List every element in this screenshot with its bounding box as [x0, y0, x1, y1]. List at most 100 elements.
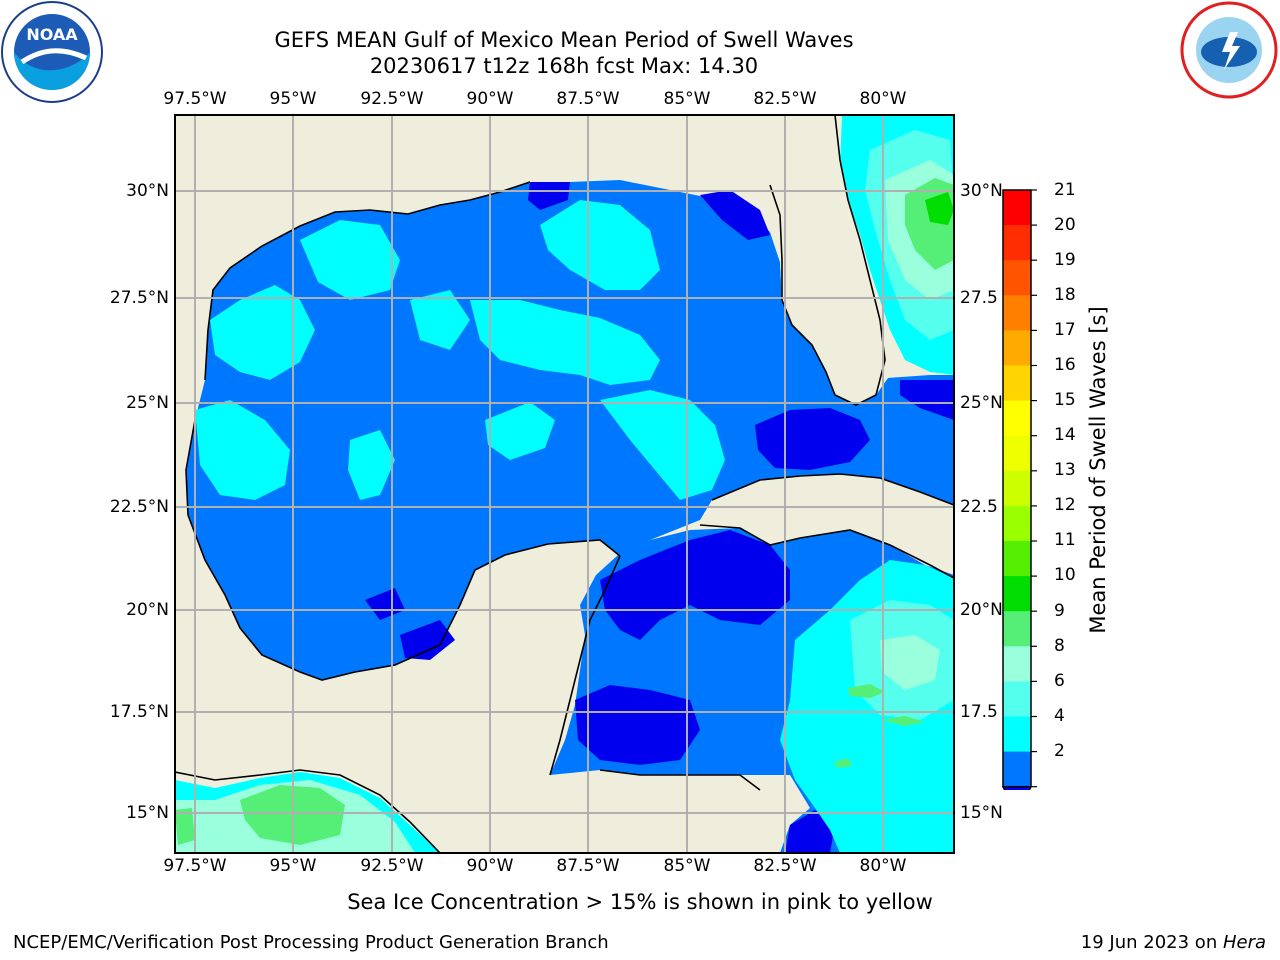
lon-label-top: 82.5°W	[753, 89, 817, 109]
colorbar-tick-label: 15	[1054, 390, 1076, 410]
lat-label-left: 30°N	[126, 181, 169, 201]
colorbar-tick-label: 19	[1054, 250, 1076, 270]
lon-label-top: 87.5°W	[556, 89, 620, 109]
national-weather-service-logo	[1180, 1, 1278, 99]
lon-label-top: 95°W	[269, 89, 317, 109]
noaa-logo: NOAA	[1, 1, 103, 103]
graticule	[175, 115, 954, 853]
colorbar-segment	[1003, 295, 1031, 331]
chart-subtitle: 20230617 t12z 168h fcst Max: 14.30	[369, 54, 759, 78]
colorbar-segment	[1003, 260, 1031, 296]
gulf-swell-below2-patch	[700, 190, 770, 240]
gulf-swell-4to6-patch	[210, 285, 315, 380]
lat-label-right: 17.5	[960, 702, 998, 722]
lat-label-right: 20°N	[960, 600, 1003, 620]
map-fields	[175, 115, 954, 853]
land-cuba	[700, 474, 954, 575]
colorbar-segment	[1003, 330, 1031, 366]
lat-label-left: 27.5°N	[109, 288, 169, 308]
lon-label-bottom: 85°W	[663, 856, 711, 876]
colorbar-tick-label: 4	[1054, 706, 1065, 726]
colorbar	[1001, 189, 1037, 790]
colorbar-segment	[1003, 365, 1031, 402]
colorbar-tick-label: 17	[1054, 320, 1076, 340]
colorbar-segment	[1003, 225, 1031, 261]
lat-label-left: 20°N	[126, 600, 169, 620]
colorbar-segment	[1003, 611, 1031, 647]
gulf-swell-4to6-patch	[195, 400, 290, 500]
credit-line: NCEP/EMC/Verification Post Processing Pr…	[13, 932, 609, 953]
gulf-swell-field	[186, 180, 954, 680]
colorbar-segment	[1003, 751, 1031, 788]
lon-label-top: 92.5°W	[360, 89, 424, 109]
atlantic-swell-10to11-patch	[925, 192, 954, 225]
gulf-swell-below2-patch	[400, 620, 455, 660]
colorbar-segment	[1003, 505, 1031, 542]
sea-ice-note: Sea Ice Concentration > 15% is shown in …	[347, 890, 933, 914]
colorbar-segment	[1003, 400, 1031, 437]
gulf-swell-4to6-patch	[470, 300, 660, 385]
colorbar-tick-label: 20	[1054, 215, 1076, 235]
lon-label-bottom: 82.5°W	[753, 856, 817, 876]
gulf-swell-4to6-patch	[410, 290, 470, 350]
gulf-swell-4to6-patch	[540, 200, 660, 290]
lat-label-right: 22.5	[960, 497, 998, 517]
colorbar-tick-label: 9	[1054, 601, 1065, 621]
colorbar-segment	[1003, 646, 1031, 682]
lat-label-right: 15°N	[960, 803, 1003, 823]
colorbar-tick-label: 2	[1054, 741, 1065, 761]
lon-label-bottom: 87.5°W	[556, 856, 620, 876]
colorbar-segment	[1003, 681, 1031, 717]
lon-label-bottom: 80°W	[859, 856, 907, 876]
lon-label-bottom: 95°W	[269, 856, 317, 876]
caribbean-swell-below2-patch	[600, 530, 790, 640]
colorbar-tick-label: 18	[1054, 285, 1076, 305]
svg-text:NOAA: NOAA	[26, 25, 78, 44]
caribbean-swell-below2-patch	[575, 685, 700, 765]
colorbar-segment	[1003, 541, 1031, 577]
lat-label-left: 17.5°N	[109, 702, 169, 722]
lat-label-left: 15°N	[126, 803, 169, 823]
caribbean-swell-below2-patch	[785, 810, 835, 853]
colorbar-segment	[1003, 470, 1031, 507]
chart-title: GEFS MEAN Gulf of Mexico Mean Period of …	[274, 28, 854, 52]
lat-label-right: 27.5	[960, 288, 998, 308]
gulf-swell-4to6-patch	[348, 430, 395, 500]
caribbean-swell-8to9-patch	[880, 635, 940, 690]
date-text: 19 Jun 2023 on	[1080, 932, 1223, 953]
colorbar-segment	[1003, 576, 1031, 612]
colorbar-tick-label: 13	[1054, 460, 1076, 480]
colorbar-tick-label: 14	[1054, 425, 1076, 445]
gulf-swell-below2-patch	[755, 408, 870, 470]
lat-label-left: 25°N	[126, 393, 169, 413]
gulf-swell-4to6-patch	[300, 220, 400, 300]
lon-label-top: 80°W	[859, 89, 907, 109]
lon-label-bottom: 97.5°W	[163, 856, 227, 876]
gulf-swell-4to6-patch	[600, 390, 725, 500]
caribbean-swell-9to10-patch	[834, 758, 852, 768]
coastlines	[175, 115, 954, 853]
colorbar-tick-label: 16	[1054, 355, 1076, 375]
gulf-swell-below2-patch	[528, 182, 570, 210]
lon-label-bottom: 90°W	[466, 856, 514, 876]
colorbar-segment	[1003, 190, 1031, 226]
lon-label-top: 97.5°W	[163, 89, 227, 109]
colorbar-tick-label: 6	[1054, 671, 1065, 691]
colorbar-tick-label: 11	[1054, 530, 1076, 550]
lat-label-right: 25°N	[960, 393, 1003, 413]
caribbean-swell-9to10-patch	[882, 716, 925, 726]
colorbar-label: Mean Period of Swell Waves [s]	[1086, 306, 1110, 634]
lon-label-top: 90°W	[466, 89, 514, 109]
lon-label-bottom: 92.5°W	[360, 856, 424, 876]
map-frame	[174, 114, 955, 854]
lat-label-right: 30°N	[960, 181, 1003, 201]
caribbean-swell-9to10-patch	[848, 684, 885, 698]
gulf-swell-below2-patch	[365, 588, 405, 620]
land-florida	[770, 180, 880, 400]
gulf-swell-below2-patch	[900, 380, 954, 420]
colorbar-segment	[1003, 435, 1031, 472]
colorbar-tick-label: 8	[1054, 636, 1065, 656]
colorbar-tick-label: 10	[1054, 565, 1076, 585]
colorbar-tick-label: 12	[1054, 495, 1076, 515]
